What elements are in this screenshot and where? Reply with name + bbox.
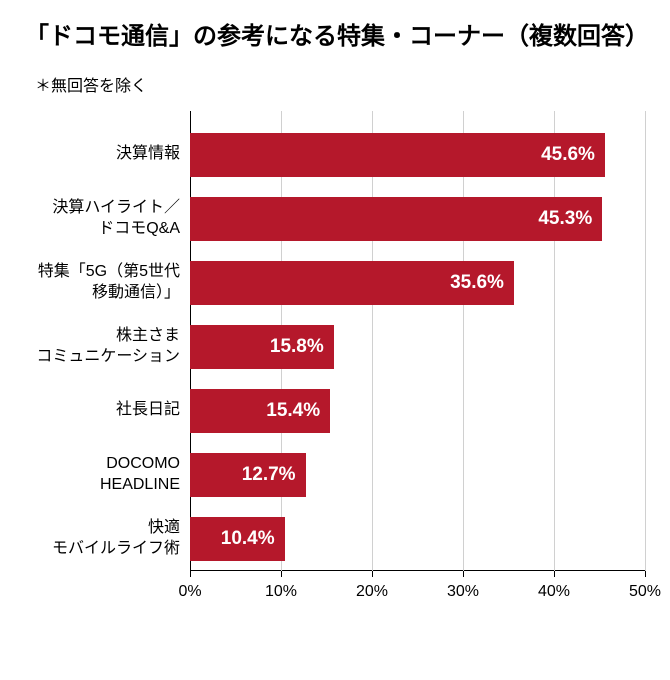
- bar-category-label: 快適 モバイルライフ術: [25, 518, 190, 560]
- tick-label: 0%: [178, 583, 201, 601]
- tick-label: 40%: [538, 583, 570, 601]
- bar-value-label: 45.3%: [538, 208, 592, 230]
- bar-category-label: DOCOMO HEADLINE: [25, 454, 190, 496]
- tick-mark: [645, 571, 646, 577]
- bar-row: DOCOMO HEADLINE12.7%: [190, 443, 645, 507]
- bar-category-label: 決算情報: [25, 144, 190, 165]
- tick-mark: [372, 571, 373, 577]
- tick-label: 50%: [629, 583, 661, 601]
- tick-label: 20%: [356, 583, 388, 601]
- tick-label: 30%: [447, 583, 479, 601]
- chart-subtitle: ＊無回答を除く: [35, 72, 645, 96]
- bar: 15.8%: [190, 325, 334, 369]
- bar: 12.7%: [190, 453, 306, 497]
- bar-row: 決算ハイライト／ ドコモQ&A45.3%: [190, 187, 645, 251]
- tick-mark: [281, 571, 282, 577]
- bar-category-label: 社長日記: [25, 400, 190, 421]
- bar-value-label: 10.4%: [221, 528, 275, 550]
- bar: 15.4%: [190, 389, 330, 433]
- bar-row: 特集「5G（第5世代 移動通信）」35.6%: [190, 251, 645, 315]
- bar-value-label: 15.8%: [270, 336, 324, 358]
- bar: 35.6%: [190, 261, 514, 305]
- bar-category-label: 特集「5G（第5世代 移動通信）」: [25, 262, 190, 304]
- chart-title: 「ドコモ通信」の参考になる特集・コーナー（複数回答）: [25, 20, 645, 54]
- chart-plot-area: 決算情報45.6%決算ハイライト／ ドコモQ&A45.3%特集「5G（第5世代 …: [190, 111, 645, 601]
- grid-line: [645, 111, 646, 571]
- bar-value-label: 45.6%: [541, 144, 595, 166]
- bar-category-label: 決算ハイライト／ ドコモQ&A: [25, 198, 190, 240]
- bar-category-label: 株主さま コミュニケーション: [25, 326, 190, 368]
- bar-row: 株主さま コミュニケーション15.8%: [190, 315, 645, 379]
- tick-mark: [190, 571, 191, 577]
- bar: 10.4%: [190, 517, 285, 561]
- bar: 45.6%: [190, 133, 605, 177]
- tick-mark: [554, 571, 555, 577]
- tick-label: 10%: [265, 583, 297, 601]
- bar-value-label: 15.4%: [266, 400, 320, 422]
- bar-row: 快適 モバイルライフ術10.4%: [190, 507, 645, 571]
- tick-mark: [463, 571, 464, 577]
- bar-value-label: 12.7%: [242, 464, 296, 486]
- bar-value-label: 35.6%: [450, 272, 504, 294]
- bar-row: 決算情報45.6%: [190, 123, 645, 187]
- bars-container: 決算情報45.6%決算ハイライト／ ドコモQ&A45.3%特集「5G（第5世代 …: [190, 123, 645, 571]
- bar: 45.3%: [190, 197, 602, 241]
- bar-row: 社長日記15.4%: [190, 379, 645, 443]
